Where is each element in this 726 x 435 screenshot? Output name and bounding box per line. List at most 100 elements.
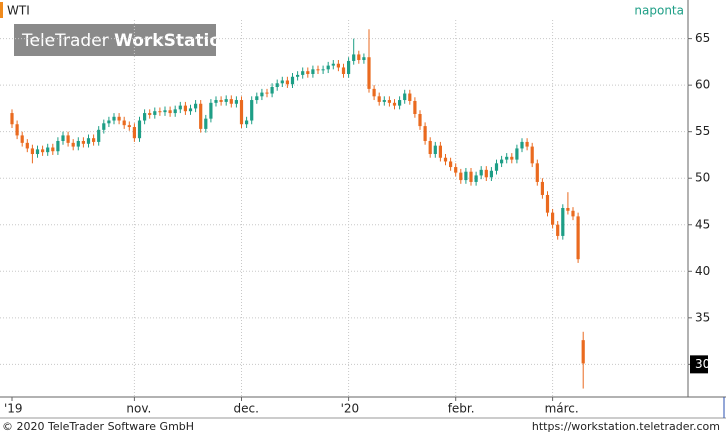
x-tick-label: '20	[341, 402, 360, 416]
candle-body	[357, 54, 361, 61]
candle-body	[183, 105, 187, 112]
watermark-product: WorkStation	[114, 31, 233, 51]
candle-body	[576, 216, 580, 260]
candle-body	[275, 83, 279, 88]
candle-body	[479, 169, 483, 176]
candle-body	[530, 146, 534, 164]
candle-body	[255, 96, 259, 101]
candle-body	[545, 194, 550, 213]
candle-body	[418, 114, 422, 127]
candle-body	[301, 71, 305, 75]
candle-body	[336, 63, 340, 68]
candle-body	[285, 80, 289, 85]
candle-body	[41, 149, 45, 153]
candle-body	[510, 156, 514, 160]
candle-body	[199, 103, 203, 129]
candle-body	[35, 149, 40, 155]
candle-body	[265, 92, 269, 94]
candle-body	[127, 125, 131, 128]
candle-body	[239, 100, 244, 125]
y-tick-highlight	[690, 355, 708, 374]
candle-body	[316, 69, 320, 71]
x-tick-label: márc.	[545, 402, 579, 416]
candle-body	[112, 116, 116, 121]
candle-body	[117, 116, 121, 121]
title-marker	[0, 2, 3, 18]
candle-body	[296, 74, 300, 77]
candle-body	[76, 140, 80, 147]
candle-body	[362, 57, 366, 61]
watermark-brand: TeleTrader	[21, 31, 109, 51]
candle-body	[392, 102, 397, 106]
candle-body	[219, 100, 223, 102]
candle-body	[148, 113, 152, 115]
candle-body	[403, 93, 407, 101]
candle-body	[556, 224, 560, 236]
y-tick-label: 50	[695, 171, 710, 185]
watermark: TeleTrader WorkStation	[21, 31, 233, 51]
candle-body	[540, 181, 544, 195]
candle-body	[204, 118, 208, 129]
x-tick-label: nov.	[126, 402, 151, 416]
candle-body	[250, 100, 254, 121]
candle-body	[25, 142, 29, 149]
candle-body	[92, 138, 96, 142]
candle-body	[464, 171, 468, 181]
candle-body	[352, 54, 356, 61]
candle-body	[413, 100, 417, 114]
candle-body	[290, 76, 295, 85]
candle-body	[551, 212, 555, 225]
candle-body	[326, 65, 330, 70]
candle-body	[449, 161, 453, 168]
x-tick-label: febr.	[448, 402, 475, 416]
candle-body	[454, 167, 458, 173]
candle-body	[474, 175, 478, 182]
candle-body	[153, 111, 157, 115]
candle-body	[178, 105, 182, 110]
x-tick-label: '19	[4, 402, 23, 416]
candle-body	[51, 147, 55, 152]
source-url: https://workstation.teletrader.com	[532, 420, 720, 433]
candle-body	[561, 208, 565, 236]
candle-body	[535, 163, 539, 182]
candle-body	[168, 110, 172, 114]
candle-body	[173, 109, 177, 114]
candle-body	[260, 92, 264, 97]
candle-body	[505, 156, 509, 160]
y-tick-label: 35	[695, 310, 710, 324]
candle-body	[398, 100, 402, 106]
candle-body	[280, 80, 284, 84]
y-tick-label: 45	[695, 217, 710, 231]
candle-body	[163, 110, 167, 113]
copyright: © 2020 TeleTrader Software GmbH	[2, 420, 194, 433]
chart-title: WTI	[7, 4, 30, 18]
candle-body	[341, 67, 346, 74]
candle-body	[428, 140, 432, 155]
candle-body	[581, 340, 585, 364]
y-tick-label: 60	[695, 78, 710, 92]
candle-body	[494, 163, 499, 171]
candle-body	[515, 148, 519, 160]
x-tick-label: dec.	[234, 402, 259, 416]
candle-body	[321, 69, 325, 71]
y-tick-label: 40	[695, 264, 710, 278]
candle-body	[525, 141, 529, 147]
candle-body	[188, 108, 193, 112]
candle-body	[86, 138, 91, 144]
y-tick-label: 65	[695, 31, 710, 45]
candle-body	[311, 69, 315, 74]
candle-body	[443, 157, 448, 162]
candle-body	[367, 57, 371, 89]
candle-body	[30, 148, 34, 155]
candle-body	[377, 96, 381, 102]
y-tick-label: 30	[695, 357, 710, 371]
candle-body	[387, 100, 391, 103]
candle-body	[331, 63, 335, 66]
candle-body	[382, 100, 386, 102]
candle-body	[132, 127, 136, 139]
candle-body	[214, 100, 218, 103]
candle-body	[15, 124, 19, 136]
candle-body	[209, 102, 213, 119]
candle-body	[270, 87, 274, 94]
